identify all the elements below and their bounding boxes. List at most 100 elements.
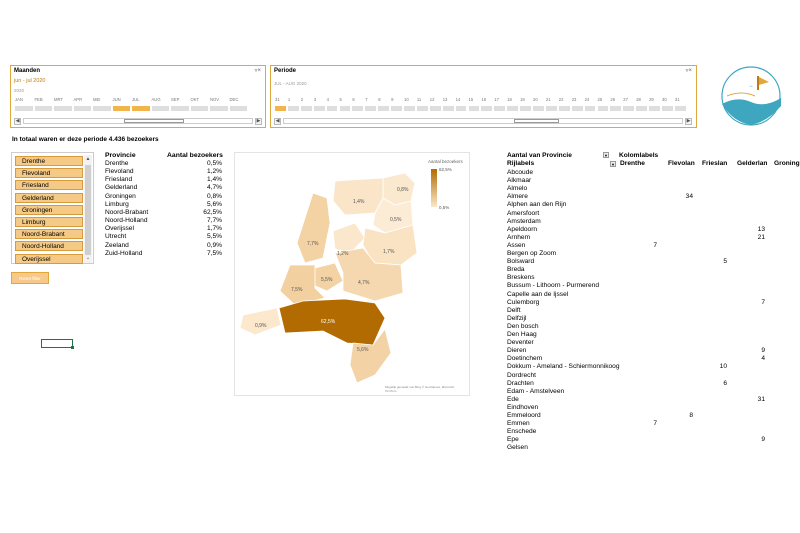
- province-name: Noord-Brabant: [105, 208, 149, 216]
- day-cell[interactable]: [299, 105, 313, 112]
- day-cell[interactable]: [583, 105, 597, 112]
- province-slicer-item-friesland[interactable]: Friesland: [15, 180, 83, 191]
- day-label: 12: [429, 97, 435, 102]
- reset-filter-button[interactable]: Reset filter: [11, 272, 49, 284]
- day-cell[interactable]: [673, 105, 687, 112]
- timeline-scrollbar[interactable]: [283, 118, 683, 124]
- scroll-right-button[interactable]: ▶: [255, 118, 262, 125]
- day-cell[interactable]: [622, 105, 636, 112]
- month-cell-jun[interactable]: [111, 105, 131, 112]
- month-label-mei: MEI: [93, 97, 101, 102]
- day-cell[interactable]: [609, 105, 623, 112]
- day-cell[interactable]: [390, 105, 403, 112]
- pivot-row-label: Almere: [507, 193, 528, 201]
- month-cell-apr[interactable]: [72, 105, 92, 112]
- month-label-okt: OKT: [190, 97, 200, 102]
- month-cell-jan[interactable]: [14, 105, 34, 112]
- day-cell[interactable]: [403, 105, 416, 112]
- day-label: 28: [636, 97, 641, 102]
- month-label-aug: AUG: [151, 97, 161, 102]
- day-cell[interactable]: [454, 105, 468, 112]
- pivot-value: 34: [685, 193, 693, 201]
- day-cell[interactable]: [415, 105, 429, 112]
- day-cell[interactable]: [364, 105, 378, 112]
- month-cell-jul[interactable]: [131, 105, 151, 112]
- month-cell-okt[interactable]: [189, 105, 209, 112]
- day-cell[interactable]: [557, 105, 571, 112]
- month-cell-feb[interactable]: [33, 105, 53, 112]
- day-cell[interactable]: [338, 105, 352, 112]
- month-cell-dec[interactable]: [228, 105, 248, 112]
- label-gelderland: 4,7%: [358, 280, 370, 286]
- month-cell-aug[interactable]: [150, 105, 170, 112]
- province-slicer-item-overijssel[interactable]: Overijssel: [15, 253, 83, 264]
- month-cell-mei[interactable]: [92, 105, 112, 112]
- day-cell[interactable]: [519, 105, 532, 112]
- pivot-value: 10: [719, 363, 727, 371]
- day-cell[interactable]: [428, 105, 442, 112]
- province-slicer-item-groningen[interactable]: Groningen: [15, 204, 83, 215]
- day-cell[interactable]: [480, 105, 494, 112]
- scroll-left-button[interactable]: ◀: [274, 118, 281, 125]
- day-cell[interactable]: [325, 105, 339, 112]
- day-cell[interactable]: [570, 105, 584, 112]
- day-cell[interactable]: [312, 105, 326, 112]
- scroll-right-button[interactable]: ▶: [685, 118, 692, 125]
- fill-handle[interactable]: [71, 346, 74, 349]
- month-cell-sep[interactable]: [170, 105, 190, 112]
- day-cell[interactable]: [506, 105, 520, 112]
- scroll-thumb[interactable]: [85, 165, 91, 255]
- legend-title: Aantal bezoekers: [428, 159, 463, 164]
- province-slicer-item-limburg[interactable]: Limburg: [15, 217, 83, 227]
- maanden-slicer[interactable]: Maanden ▿× jun - jul 2020 2020 JAN FEB MRT…: [10, 65, 266, 128]
- province-map: 0,8% 1,4% 0,5% 7,7% 1,2% 1,7% 5,5% 4,7% …: [234, 152, 470, 396]
- clear-filter-icon[interactable]: ▿×: [685, 68, 692, 74]
- day-cell[interactable]: [441, 105, 455, 112]
- day-label: 27: [623, 97, 628, 102]
- day-cell[interactable]: [596, 105, 610, 112]
- clear-filter-icon[interactable]: ▿×: [254, 68, 261, 74]
- pivot-value: 8: [689, 412, 693, 419]
- province-name: Noord-Holland: [105, 217, 148, 225]
- province-slicer-item-noord-brabant[interactable]: Noord-Brabant: [15, 229, 83, 240]
- timeline-scrollbar[interactable]: [23, 118, 253, 124]
- table-row: Gelderland 4,7%: [105, 184, 222, 192]
- province-slicer-item-flevoland[interactable]: Flevoland: [15, 168, 83, 179]
- province-scrollbar[interactable]: ▲ ⌄: [84, 155, 92, 263]
- filter-dropdown-icon[interactable]: ▼: [610, 161, 616, 167]
- day-cell[interactable]: [661, 105, 674, 112]
- pivot-row-label: Emmen: [507, 420, 530, 428]
- day-label: 22: [558, 97, 564, 102]
- pivot-row-label: Amersfoort: [507, 209, 540, 217]
- day-label: 7: [365, 97, 368, 102]
- scroll-thumb[interactable]: [514, 119, 559, 123]
- month-label-apr: APR: [73, 97, 83, 102]
- periode-slicer[interactable]: Periode ▿× JUL - AUG 2020 31 1 2 3 4 5 6 7 8 9 10 1…: [270, 65, 697, 128]
- province-slicer-item-drenthe[interactable]: Drenthe: [15, 156, 83, 166]
- day-cell[interactable]: [351, 105, 365, 112]
- day-cell[interactable]: [286, 105, 300, 112]
- scroll-thumb[interactable]: [124, 119, 184, 123]
- day-label: 20: [533, 97, 538, 102]
- day-cell[interactable]: [493, 105, 507, 112]
- pivot-row-label: Bussum - Lithoorn - Purmerend: [507, 282, 599, 290]
- pivot-table: Aantal van Provincie ▼ Kolomlabels Rijla…: [506, 152, 800, 450]
- pivot-value: 7: [653, 241, 657, 249]
- scroll-left-button[interactable]: ◀: [14, 118, 21, 125]
- day-cell[interactable]: [544, 105, 558, 112]
- day-cell[interactable]: [532, 105, 545, 112]
- day-cell[interactable]: [274, 105, 287, 112]
- day-cell[interactable]: [467, 105, 481, 112]
- selected-cell[interactable]: [41, 339, 73, 348]
- day-cell[interactable]: [377, 105, 391, 112]
- day-cell[interactable]: [648, 105, 661, 112]
- scroll-down-icon[interactable]: ⌄: [85, 255, 91, 261]
- filter-dropdown-icon[interactable]: ▼: [603, 152, 609, 158]
- month-cell-mrt[interactable]: [53, 105, 73, 112]
- province-slicer-item-gelderland[interactable]: Gelderland: [15, 192, 83, 203]
- table-row: Groningen 0,8%: [105, 193, 222, 201]
- month-cell-nov[interactable]: [209, 105, 229, 112]
- day-cell[interactable]: [635, 105, 649, 112]
- province-slicer-item-noord-holland[interactable]: Noord-Holland: [15, 241, 83, 252]
- scroll-up-icon[interactable]: ▲: [85, 156, 91, 162]
